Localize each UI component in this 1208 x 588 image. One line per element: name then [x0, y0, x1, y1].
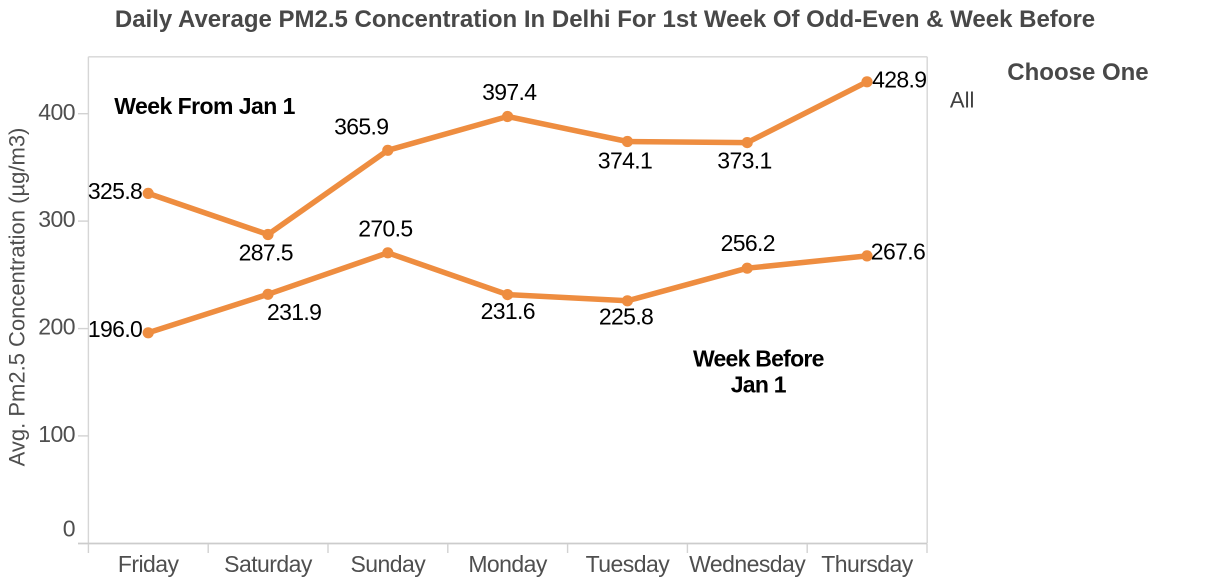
svg-text:270.5: 270.5	[358, 215, 412, 241]
svg-text:225.8: 225.8	[599, 304, 653, 330]
svg-text:Thursday: Thursday	[821, 551, 914, 577]
svg-text:0: 0	[63, 515, 75, 541]
svg-text:325.8: 325.8	[88, 178, 142, 204]
svg-text:Saturday: Saturday	[224, 551, 313, 577]
svg-text:Jan 1: Jan 1	[731, 371, 787, 397]
svg-text:397.4: 397.4	[482, 79, 537, 105]
svg-text:Week Before: Week Before	[693, 346, 824, 372]
svg-text:365.9: 365.9	[334, 114, 388, 140]
svg-text:All: All	[950, 87, 974, 112]
svg-text:196.0: 196.0	[88, 316, 142, 342]
svg-text:Tuesday: Tuesday	[586, 551, 671, 577]
svg-text:231.9: 231.9	[267, 299, 321, 325]
svg-text:428.9: 428.9	[872, 67, 926, 93]
svg-text:256.2: 256.2	[721, 230, 775, 256]
svg-text:373.1: 373.1	[717, 148, 771, 174]
svg-text:400: 400	[38, 99, 75, 125]
svg-text:Choose One: Choose One	[1007, 59, 1148, 86]
svg-text:200: 200	[38, 314, 75, 340]
svg-text:Avg. Pm2.5 Concentration (µg/m: Avg. Pm2.5 Concentration (µg/m3)	[5, 128, 30, 467]
svg-text:300: 300	[38, 206, 75, 232]
svg-text:Wednesday: Wednesday	[689, 551, 806, 577]
svg-text:Sunday: Sunday	[350, 551, 426, 577]
svg-text:Friday: Friday	[118, 551, 180, 577]
svg-text:Week From Jan 1: Week From Jan 1	[114, 93, 295, 119]
svg-text:374.1: 374.1	[598, 148, 652, 174]
svg-text:267.6: 267.6	[871, 239, 925, 265]
svg-text:Daily Average PM2.5 Concentrat: Daily Average PM2.5 Concentration In Del…	[115, 6, 1095, 33]
svg-text:100: 100	[38, 421, 75, 447]
svg-text:231.6: 231.6	[481, 298, 535, 324]
svg-text:287.5: 287.5	[239, 239, 293, 265]
svg-text:Monday: Monday	[468, 551, 548, 577]
